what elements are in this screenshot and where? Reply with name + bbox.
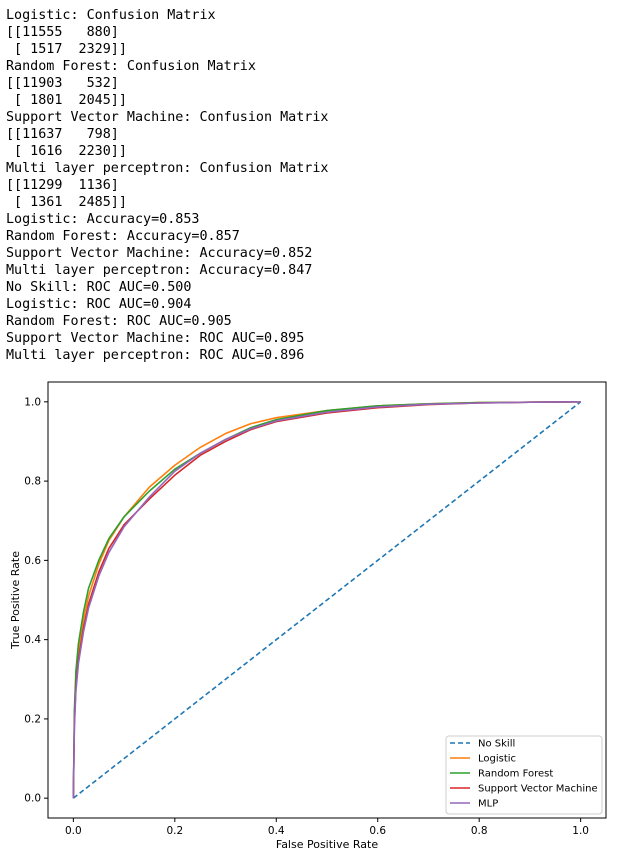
series-line-no-skill xyxy=(72,401,582,799)
y-tick-label: 0.8 xyxy=(24,476,41,488)
console-line: Multi layer perceptron: Confusion Matrix xyxy=(6,161,329,176)
console-output: Logistic: Confusion Matrix [[11555 880] [… xyxy=(6,7,328,364)
x-ticks: 0.0 0.2 0.4 0.6 0.8 1.0 xyxy=(65,818,589,837)
console-line: [[11903 532] xyxy=(6,76,119,91)
x-tick-label: 0.0 xyxy=(65,825,82,837)
console-line: [ 1616 2230]] xyxy=(6,144,127,159)
console-line: Random Forest: Confusion Matrix xyxy=(6,59,256,74)
console-line: Support Vector Machine: Accuracy=0.852 xyxy=(6,246,313,261)
y-tick-label: 0.0 xyxy=(24,793,41,805)
console-line: [[11555 880] xyxy=(6,25,119,40)
y-tick-label: 1.0 xyxy=(24,396,41,408)
legend-label: No Skill xyxy=(478,739,515,750)
console-line: [ 1801 2045]] xyxy=(6,93,127,108)
console-line: Logistic: Accuracy=0.853 xyxy=(6,212,200,227)
roc-chart: 0.0 0.2 0.4 0.6 0.8 1.0 0.0 0.2 0.4 0.6 0.8 1.0 Fa… xyxy=(9,381,607,851)
console-line: [[11637 798] xyxy=(6,127,119,142)
console-line: Random Forest: Accuracy=0.857 xyxy=(6,229,240,244)
console-line: No Skill: ROC AUC=0.500 xyxy=(6,280,192,295)
console-line: Multi layer perceptron: ROC AUC=0.896 xyxy=(6,348,305,363)
x-tick-label: 0.6 xyxy=(369,825,386,837)
legend-label: MLP xyxy=(478,799,498,810)
x-tick-label: 0.4 xyxy=(268,825,285,837)
console-line: Logistic: ROC AUC=0.904 xyxy=(6,297,192,312)
legend-label: Logistic xyxy=(478,754,516,765)
y-tick-label: 0.4 xyxy=(24,634,41,646)
legend-box xyxy=(445,735,603,815)
console-line: Support Vector Machine: Confusion Matrix xyxy=(6,110,329,125)
console-line: [ 1361 2485]] xyxy=(6,195,127,210)
y-axis-label: True Positive Rate xyxy=(9,551,22,650)
series-layer xyxy=(72,401,582,799)
x-tick-label: 0.8 xyxy=(471,825,488,837)
y-tick-label: 0.6 xyxy=(24,555,41,567)
legend-label: Random Forest xyxy=(478,769,553,780)
y-tick-label: 0.2 xyxy=(24,713,41,725)
y-ticks: 0.0 0.2 0.4 0.6 0.8 1.0 xyxy=(24,396,48,805)
series-line-mlp xyxy=(72,401,581,799)
x-tick-label: 0.2 xyxy=(166,825,183,837)
console-line: Support Vector Machine: ROC AUC=0.895 xyxy=(6,331,305,346)
x-axis-label: False Positive Rate xyxy=(276,838,378,851)
console-line: Multi layer perceptron: Accuracy=0.847 xyxy=(6,263,313,278)
console-line: Random Forest: ROC AUC=0.905 xyxy=(6,314,232,329)
legend-label: Support Vector Machine xyxy=(478,784,598,795)
x-tick-label: 1.0 xyxy=(572,825,589,837)
legend: No Skill Logistic Random Forest Support Vec… xyxy=(445,735,603,815)
console-line: [[11299 1136] xyxy=(6,178,119,193)
console-line: [ 1517 2329]] xyxy=(6,42,127,57)
console-line: Logistic: Confusion Matrix xyxy=(6,8,216,23)
